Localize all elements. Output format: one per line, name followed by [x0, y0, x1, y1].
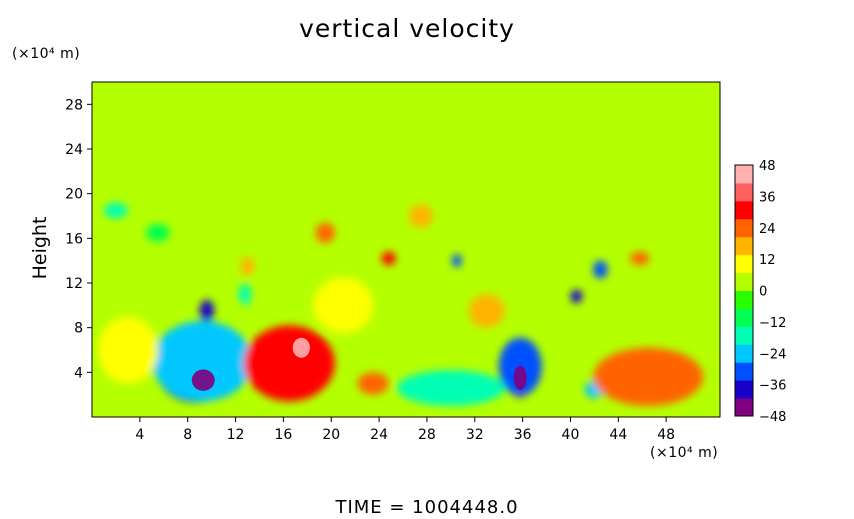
y-tick-label: 20	[65, 187, 83, 203]
x-tick-label: 20	[322, 427, 340, 443]
colorbar-segment	[735, 326, 753, 345]
x-tick-label: 32	[466, 427, 484, 443]
colorbar-segment	[735, 362, 753, 381]
chart-title: vertical velocity	[299, 14, 515, 43]
y-tick-label: 4	[74, 365, 83, 381]
colorbar-tick-label: 0	[759, 285, 767, 300]
colorbar-tick-label: −36	[759, 379, 786, 394]
colorbar-tick-label: 48	[759, 159, 776, 174]
field-feature	[243, 325, 335, 402]
colorbar-segment	[735, 254, 753, 274]
field-feature	[145, 223, 170, 242]
y-tick-label: 12	[65, 276, 83, 292]
y-tick-label: 8	[74, 321, 83, 337]
field-feature	[313, 277, 374, 334]
colorbar-tick-label: 24	[759, 222, 776, 237]
field-feature	[468, 294, 505, 328]
field-feature	[103, 202, 128, 219]
field-feature	[570, 289, 583, 304]
colorbar: 48 36 24 12 0 −12 −24 −36 −48	[734, 159, 786, 425]
x-tick-label: 44	[609, 427, 627, 443]
field-feature	[452, 253, 462, 268]
colorbar-tick-label: 12	[759, 253, 776, 268]
field-feature	[199, 299, 215, 323]
field-feature-core	[191, 369, 215, 391]
colorbar-frame	[734, 164, 754, 417]
colorbar-segment	[735, 165, 753, 184]
colorbar-tick-label: −48	[759, 410, 786, 425]
colorbar-segment	[735, 272, 753, 291]
field-feature	[593, 347, 704, 406]
x-tick-label: 40	[562, 427, 580, 443]
x-tick-label: 8	[183, 427, 192, 443]
colorbar-segment	[735, 344, 753, 363]
field-feature	[357, 372, 389, 395]
colorbar-segment	[735, 218, 753, 238]
velocity-field	[92, 82, 720, 417]
field-feature	[240, 257, 255, 276]
x-tick-label: 16	[274, 427, 292, 443]
colorbar-segment	[735, 380, 753, 399]
field-feature	[408, 204, 433, 228]
colorbar-segment	[735, 236, 753, 256]
colorbar-segment	[735, 308, 753, 327]
field-feature	[397, 370, 505, 406]
x-tick-label: 4	[135, 427, 144, 443]
colorbar-tick-label: −24	[759, 347, 786, 362]
field-feature	[151, 320, 253, 402]
x-tick-label: 36	[514, 427, 532, 443]
x-tick-label: 24	[370, 427, 388, 443]
field-feature	[315, 222, 335, 243]
y-axis-unit-label: (×10⁴ m)	[12, 46, 81, 62]
y-tick-label: 28	[65, 97, 83, 113]
colorbar-tick-label: 36	[759, 190, 776, 205]
colorbar-tick-label: −12	[759, 316, 786, 331]
y-tick-label: 16	[65, 231, 83, 247]
field-feature	[239, 283, 252, 306]
time-readout: TIME = 1004448.0	[335, 497, 519, 518]
colorbar-segment	[735, 200, 753, 220]
field-feature	[630, 251, 650, 266]
x-axis-unit-label: (×10⁴ m)	[650, 445, 719, 461]
field-feature	[593, 260, 608, 279]
colorbar-segment	[735, 398, 753, 417]
plot-frame	[91, 81, 721, 418]
x-tick-label: 48	[657, 427, 675, 443]
field-feature	[381, 251, 396, 266]
x-tick-label: 12	[227, 427, 245, 443]
y-tick-label: 24	[65, 142, 83, 158]
field-feature-core	[292, 337, 310, 358]
colorbar-segment	[735, 182, 753, 202]
field-feature	[97, 316, 158, 384]
colorbar-segment	[735, 290, 753, 309]
x-tick-label: 28	[418, 427, 436, 443]
field-feature-core	[513, 365, 527, 390]
